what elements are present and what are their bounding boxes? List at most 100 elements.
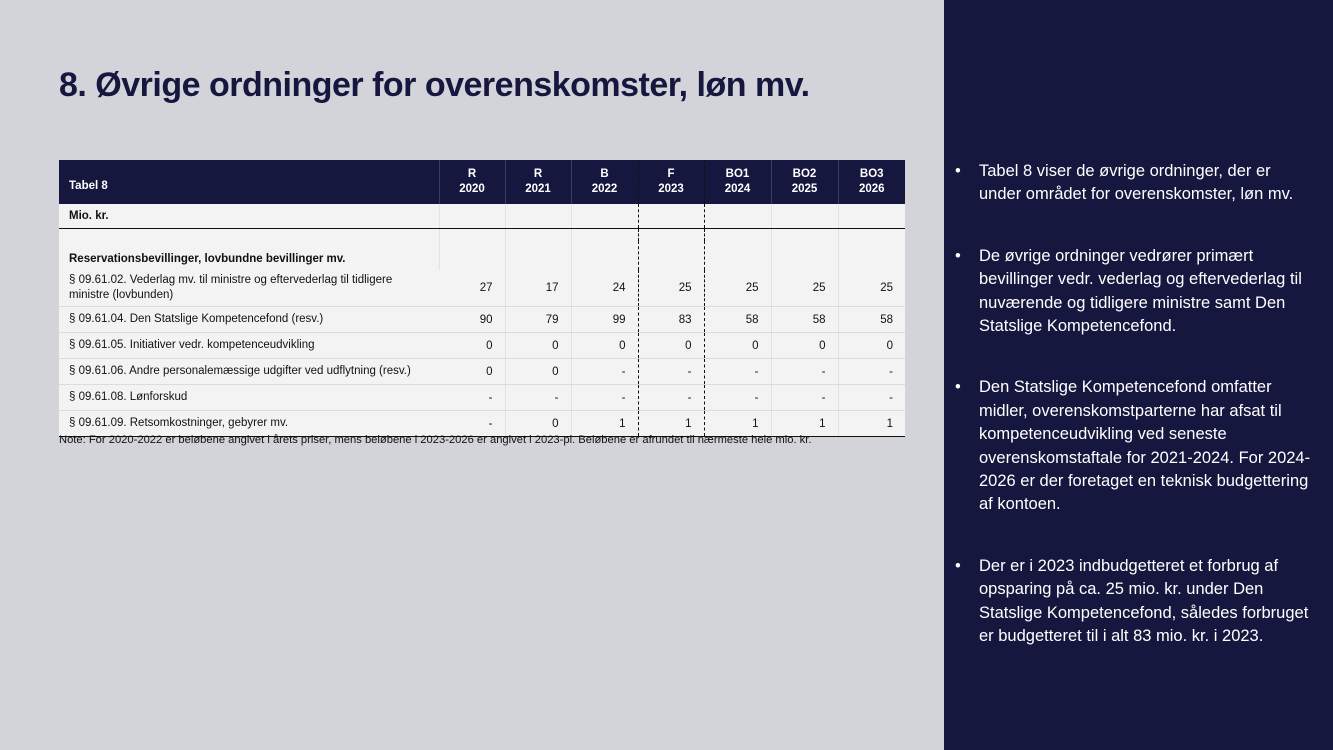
column-type: R: [533, 168, 543, 180]
bullet-icon: •: [955, 162, 961, 180]
table-cell: [570, 204, 638, 229]
table-cell: 17: [504, 270, 571, 307]
table-cell: [837, 204, 905, 229]
table-container: Tabel 8 R 2020 R 2021 B 2022 F 2023 BO1 2024 …: [59, 160, 905, 437]
row-label: § 09.61.09. Retsomkostninger, gebyrer mv…: [59, 410, 439, 437]
column-year: 2026: [858, 183, 885, 195]
bullet-item: • Tabel 8 viser de øvrige ordninger, der …: [955, 160, 1315, 207]
table-cell: -: [703, 384, 771, 411]
column-header: BO1 2024: [703, 160, 771, 204]
row-label: § 09.61.05. Initiativer vedr. kompetence…: [59, 332, 439, 359]
table-cell: 0: [504, 410, 571, 437]
table-cell: [637, 228, 704, 241]
table-cell: 58: [770, 306, 838, 333]
column-year: 2020: [459, 183, 485, 195]
bullet-text: Der er i 2023 indbudgetteret et forbrug …: [979, 556, 1309, 646]
bullet-item: • Der er i 2023 indbudgetteret et forbrug…: [955, 555, 1315, 649]
table-cell: 1: [770, 410, 838, 437]
table-cell: 25: [637, 270, 704, 307]
column-header: R 2020: [438, 160, 505, 204]
column-type: BO1: [725, 168, 750, 180]
bullet-text: De øvrige ordninger vedrører primært bev…: [979, 246, 1302, 336]
column-header: F 2023: [637, 160, 704, 204]
row-label: § 09.61.04. Den Statslige Kompetencefond…: [59, 306, 439, 333]
table-cell: [504, 241, 571, 270]
column-year: 2024: [724, 183, 751, 195]
data-table: Tabel 8 R 2020 R 2021 B 2022 F 2023 BO1 2024 …: [59, 160, 905, 437]
table-cell: 24: [570, 270, 638, 307]
column-type: F: [667, 168, 675, 180]
row-label: § 09.61.06. Andre personalemæssige udgif…: [59, 358, 439, 385]
table-cell: [59, 228, 439, 241]
table-cell: 0: [770, 332, 838, 359]
table-row: § 09.61.02. Vederlag mv. til ministre og…: [59, 270, 905, 307]
table-cell: [770, 204, 838, 229]
row-label: § 09.61.08. Lønforskud: [59, 384, 439, 411]
table-cell: -: [837, 358, 905, 385]
table-cell: -: [770, 358, 838, 385]
table-cell: -: [703, 358, 771, 385]
table-cell: 0: [504, 332, 571, 359]
table-cell: [504, 228, 571, 241]
table-cell: 0: [837, 332, 905, 359]
column-year: 2022: [591, 183, 618, 195]
table-row: § 09.61.05. Initiativer vedr. kompetence…: [59, 332, 905, 359]
table-cell: 27: [439, 270, 505, 307]
bullet-text: Den Statslige Kompetencefond omfatter mi…: [979, 378, 1311, 514]
table-cell: -: [439, 384, 505, 411]
column-type: BO2: [792, 168, 817, 180]
table-cell: -: [837, 384, 905, 411]
table-cell: 1: [570, 410, 638, 437]
column-header: BO2 2025: [770, 160, 838, 204]
table-cell: 90: [439, 306, 505, 333]
column-year: 2025: [791, 183, 818, 195]
table-cell: [703, 204, 771, 229]
bullet-item: • De øvrige ordninger vedrører primært be…: [955, 245, 1315, 339]
bullet-list: • Tabel 8 viser de øvrige ordninger, der …: [955, 160, 1315, 687]
table-cell: [837, 241, 905, 270]
bullet-item: • Den Statslige Kompetencefond omfatter m…: [955, 376, 1315, 516]
spacer-row: [59, 228, 905, 241]
table-cell: -: [570, 358, 638, 385]
table-cell: [504, 204, 571, 229]
table-cell: -: [570, 384, 638, 411]
table-cell: 1: [837, 410, 905, 437]
table-cell: -: [504, 384, 571, 411]
table-cell: [703, 228, 771, 241]
table-row: § 09.61.06. Andre personalemæssige udgif…: [59, 358, 905, 385]
unit-label: Mio. kr.: [59, 204, 439, 229]
column-type: B: [600, 168, 609, 180]
table-cell: [637, 241, 704, 270]
table-cell: [637, 204, 704, 229]
column-year: 2021: [525, 183, 551, 195]
table-cell: [703, 241, 771, 270]
table-note: Note: For 2020-2022 er beløbene angivet …: [59, 434, 812, 446]
table-cell: 0: [439, 358, 505, 385]
table-cell: 0: [703, 332, 771, 359]
sidebar-panel: [944, 0, 1333, 750]
table-row: § 09.61.09. Retsomkostninger, gebyrer mv…: [59, 410, 905, 437]
table-cell: -: [637, 384, 704, 411]
table-cell: 58: [703, 306, 771, 333]
table-cell: [770, 241, 838, 270]
table-cell: 0: [504, 358, 571, 385]
section-row: Reservationsbevillinger, lovbundne bevil…: [59, 241, 905, 270]
table-cell: -: [637, 358, 704, 385]
bullet-icon: •: [955, 246, 961, 265]
table-cell: [438, 228, 505, 241]
table-cell: 1: [703, 410, 771, 437]
table-cell: 58: [837, 306, 905, 333]
column-type: BO3: [859, 168, 884, 180]
column-year: 2023: [658, 183, 684, 195]
table-cell: -: [770, 384, 838, 411]
table-cell: [438, 241, 505, 270]
unit-row: Mio. kr.: [59, 204, 905, 229]
table-cell: [570, 241, 638, 270]
table-cell: 83: [637, 306, 704, 333]
table-cell: 25: [770, 270, 838, 307]
table-cell: 25: [703, 270, 771, 307]
bullet-icon: •: [955, 378, 961, 397]
table-cell: 79: [504, 306, 571, 333]
column-header: BO3 2026: [837, 160, 905, 204]
row-label: § 09.61.02. Vederlag mv. til ministre og…: [59, 270, 439, 307]
